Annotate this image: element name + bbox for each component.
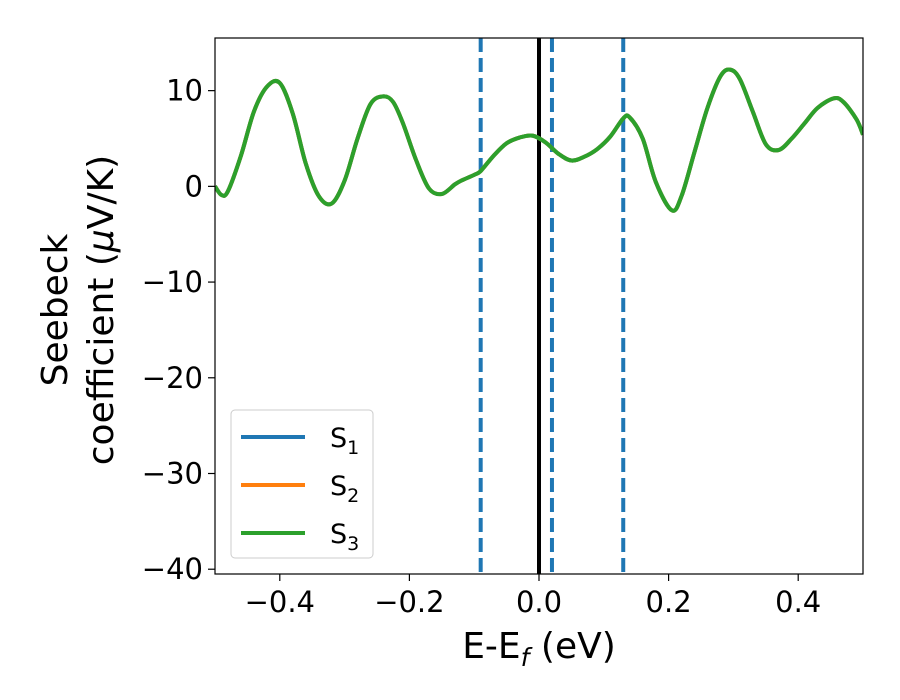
y-axis-label-unit: V/K): [81, 155, 122, 229]
y-axis-ticks: −40 −30 −20 −10 0 10: [142, 74, 215, 586]
series-lines: [215, 67, 863, 213]
y-axis-label-line1: Seebeck: [35, 233, 76, 386]
legend-label-s1: S1: [330, 423, 359, 459]
y-tick-label: 10: [166, 74, 203, 108]
y-axis-label-mu: μ: [81, 229, 122, 253]
vertical-lines: [478, 38, 626, 574]
x-tick-label: −0.2: [374, 585, 444, 619]
legend-label-s2: S2: [330, 471, 359, 507]
y-axis-label-line2: coefficient (μV/K): [81, 155, 122, 465]
y-tick-label: 0: [185, 169, 203, 203]
x-tick-label: −0.4: [245, 585, 315, 619]
x-axis-ticks: −0.4 −0.2 0.0 0.2 0.4: [245, 574, 821, 619]
legend-label-s3: S3: [330, 519, 359, 555]
series-line-s3: [215, 67, 863, 213]
y-axis-label: Seebeck coefficient (μV/K): [35, 155, 122, 465]
x-axis-label-main: E-E: [462, 626, 520, 667]
legend: S1 S2 S3: [230, 409, 374, 559]
x-axis-label-unit: (eV): [529, 626, 615, 667]
x-tick-label: 0.2: [646, 585, 692, 619]
y-tick-label: −20: [142, 361, 203, 395]
y-tick-label: −10: [142, 265, 203, 299]
y-tick-label: −30: [142, 457, 203, 491]
x-axis-label: E-Ef (eV): [462, 626, 616, 672]
x-tick-label: 0.0: [516, 585, 562, 619]
y-axis-label-coef: coefficient (: [81, 252, 122, 465]
y-tick-label: −40: [142, 552, 203, 586]
x-tick-label: 0.4: [775, 585, 821, 619]
